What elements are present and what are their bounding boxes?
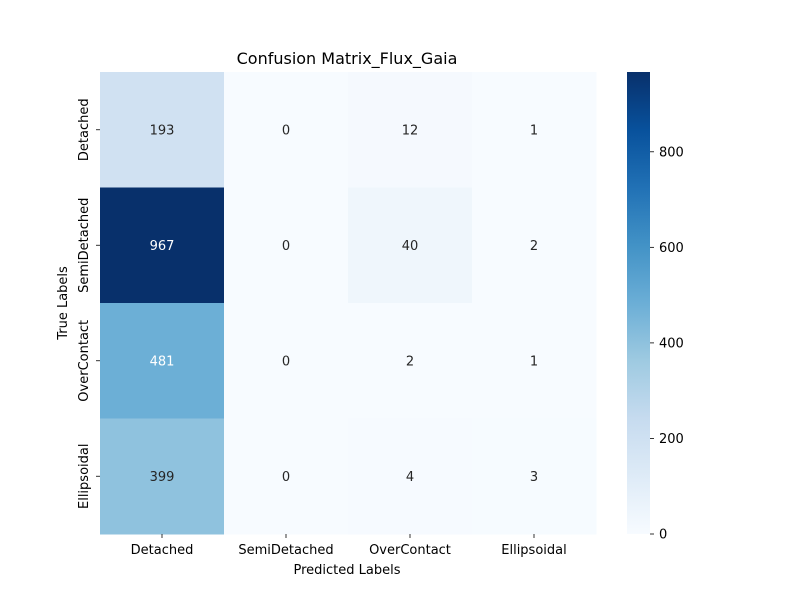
cell-value-label: 0 (282, 470, 290, 485)
colorbar-ticks: 0 200 400 600 800 (650, 145, 684, 543)
cell-value-label: 399 (150, 470, 175, 485)
chart-title: Confusion Matrix_Flux_Gaia (237, 49, 458, 69)
y-tick-label: OverContact (77, 320, 92, 402)
heatmap-cell (472, 418, 597, 535)
cell-value-label: 1 (530, 354, 538, 369)
cell-value-label: 12 (402, 123, 419, 138)
heatmap-cell (348, 303, 473, 419)
heatmap-cell (100, 187, 225, 304)
cell-value-label: 3 (530, 470, 538, 485)
colorbar-tick-label: 0 (659, 528, 667, 543)
x-axis-ticks: Detached SemiDetached OverContact Ellipsoid… (131, 534, 567, 558)
x-axis-label: Predicted Labels (293, 563, 400, 578)
cell-value-label: 2 (406, 354, 414, 369)
cell-value-label: 0 (282, 239, 290, 254)
heatmap-cell (472, 187, 597, 304)
heatmap-cell (224, 187, 349, 304)
heatmap-annotations: 193 0 12 1 967 0 40 2 481 0 2 1 399 0 4 3 (150, 123, 539, 485)
x-tick-label: Detached (131, 543, 194, 558)
colorbar-tick-label: 800 (659, 145, 684, 160)
cell-value-label: 4 (406, 470, 414, 485)
cell-value-label: 0 (282, 354, 290, 369)
heatmap-cell (224, 72, 349, 188)
cell-value-label: 2 (530, 239, 538, 254)
colorbar (627, 72, 650, 534)
cell-value-label: 40 (402, 239, 419, 254)
cell-value-label: 967 (150, 239, 175, 254)
colorbar-tick-label: 600 (659, 241, 684, 256)
heatmap-cell (224, 303, 349, 419)
y-tick-label: SemiDetached (77, 198, 92, 293)
cell-value-label: 1 (530, 123, 538, 138)
heatmap-cell (348, 72, 473, 188)
x-tick-label: SemiDetached (238, 543, 333, 558)
cell-value-label: 193 (150, 123, 175, 138)
y-axis-label: True Labels (56, 266, 71, 341)
y-axis-ticks: Detached SemiDetached OverContact Ellipsoid… (77, 98, 100, 509)
heatmap-cell (472, 72, 597, 188)
heatmap-cell (348, 418, 473, 535)
cell-value-label: 0 (282, 123, 290, 138)
heatmap-cell (100, 303, 225, 419)
heatmap-cells (100, 72, 597, 535)
colorbar-tick-label: 200 (659, 432, 684, 447)
x-tick-label: OverContact (369, 543, 451, 558)
y-tick-label: Ellipsoidal (77, 444, 92, 509)
heatmap-cell (100, 418, 225, 535)
colorbar-tick-label: 400 (659, 336, 684, 351)
cell-value-label: 481 (150, 354, 175, 369)
heatmap-cell (100, 72, 225, 188)
y-tick-label: Detached (77, 98, 92, 161)
heatmap-cell (348, 187, 473, 304)
heatmap-cell (472, 303, 597, 419)
heatmap-cell (224, 418, 349, 535)
x-tick-label: Ellipsoidal (501, 543, 566, 558)
